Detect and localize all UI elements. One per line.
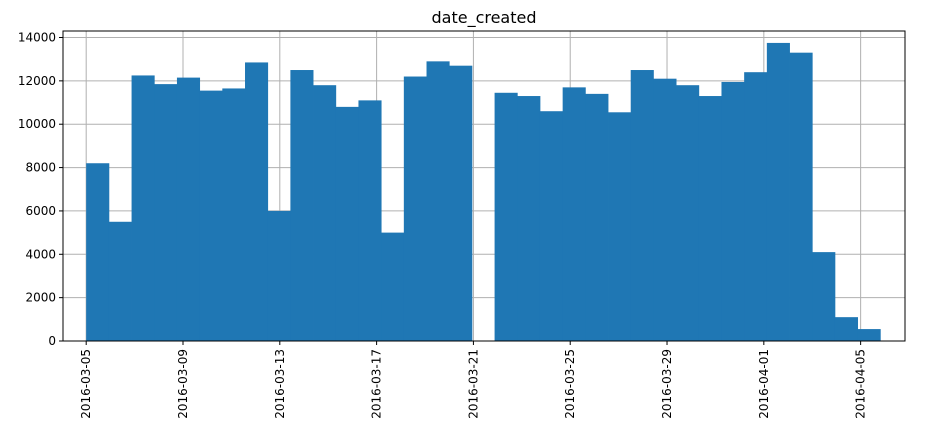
histogram-bar	[108, 221, 132, 341]
histogram-bar	[426, 61, 450, 342]
y-tick-label: 6000	[25, 204, 56, 218]
x-tick-label: 2016-03-17	[370, 349, 384, 419]
histogram-bar	[585, 93, 609, 342]
histogram-bar	[744, 72, 768, 341]
histogram-bar	[494, 92, 518, 341]
histogram-bar	[358, 100, 382, 341]
histogram-bar	[698, 96, 722, 341]
plot-frame	[62, 30, 906, 342]
histogram-bar	[449, 65, 473, 342]
histogram-bar	[335, 106, 359, 342]
histogram-bar	[653, 78, 677, 341]
chart-title: date_created	[431, 8, 536, 28]
histogram-bar	[154, 84, 178, 342]
histogram-bar	[199, 90, 223, 341]
axis-layer: 0 2000 4000 6000 8000 10000 12000 14000 2016-03-…	[18, 31, 868, 419]
histogram-bar	[131, 75, 155, 342]
histogram-bar	[176, 77, 201, 341]
histogram-bar	[313, 85, 337, 341]
histogram-bar	[539, 111, 564, 341]
y-tick-label: 10000	[18, 117, 56, 131]
histogram-bar	[562, 87, 586, 341]
y-tick-label: 14000	[18, 31, 56, 45]
histogram-bar	[812, 252, 836, 341]
histogram-bar	[381, 232, 405, 341]
histogram-bar	[721, 81, 745, 341]
histogram-bar	[267, 210, 291, 341]
histogram-bar	[766, 42, 790, 342]
histogram-bar	[630, 70, 654, 341]
x-tick-label: 2016-03-09	[176, 349, 190, 419]
y-tick-label: 12000	[18, 74, 56, 88]
histogram-bar	[86, 163, 110, 341]
histogram-bar	[608, 112, 632, 342]
x-tick-label: 2016-03-29	[660, 349, 674, 419]
x-tick-label: 2016-03-21	[466, 349, 480, 419]
histogram-bar	[676, 85, 700, 341]
x-tick-label: 2016-03-05	[79, 349, 93, 419]
x-tick-label: 2016-03-13	[273, 349, 287, 419]
histogram-bar	[834, 317, 859, 341]
bar-layer	[86, 42, 881, 342]
histogram-bar	[517, 96, 541, 341]
histogram-bar	[245, 62, 269, 342]
histogram-bar	[403, 76, 427, 341]
histogram-bar	[222, 88, 246, 341]
y-tick-label: 4000	[25, 247, 56, 261]
x-tick-label: 2016-04-05	[854, 349, 868, 419]
y-tick-label: 0	[48, 334, 56, 348]
y-tick-label: 8000	[25, 161, 56, 175]
histogram-bar	[290, 70, 314, 341]
x-tick-label: 2016-03-25	[563, 349, 577, 419]
x-tick-label: 2016-04-01	[757, 349, 771, 419]
histogram-bar	[857, 329, 881, 341]
histogram-bar	[789, 52, 813, 342]
y-tick-label: 2000	[25, 291, 56, 305]
